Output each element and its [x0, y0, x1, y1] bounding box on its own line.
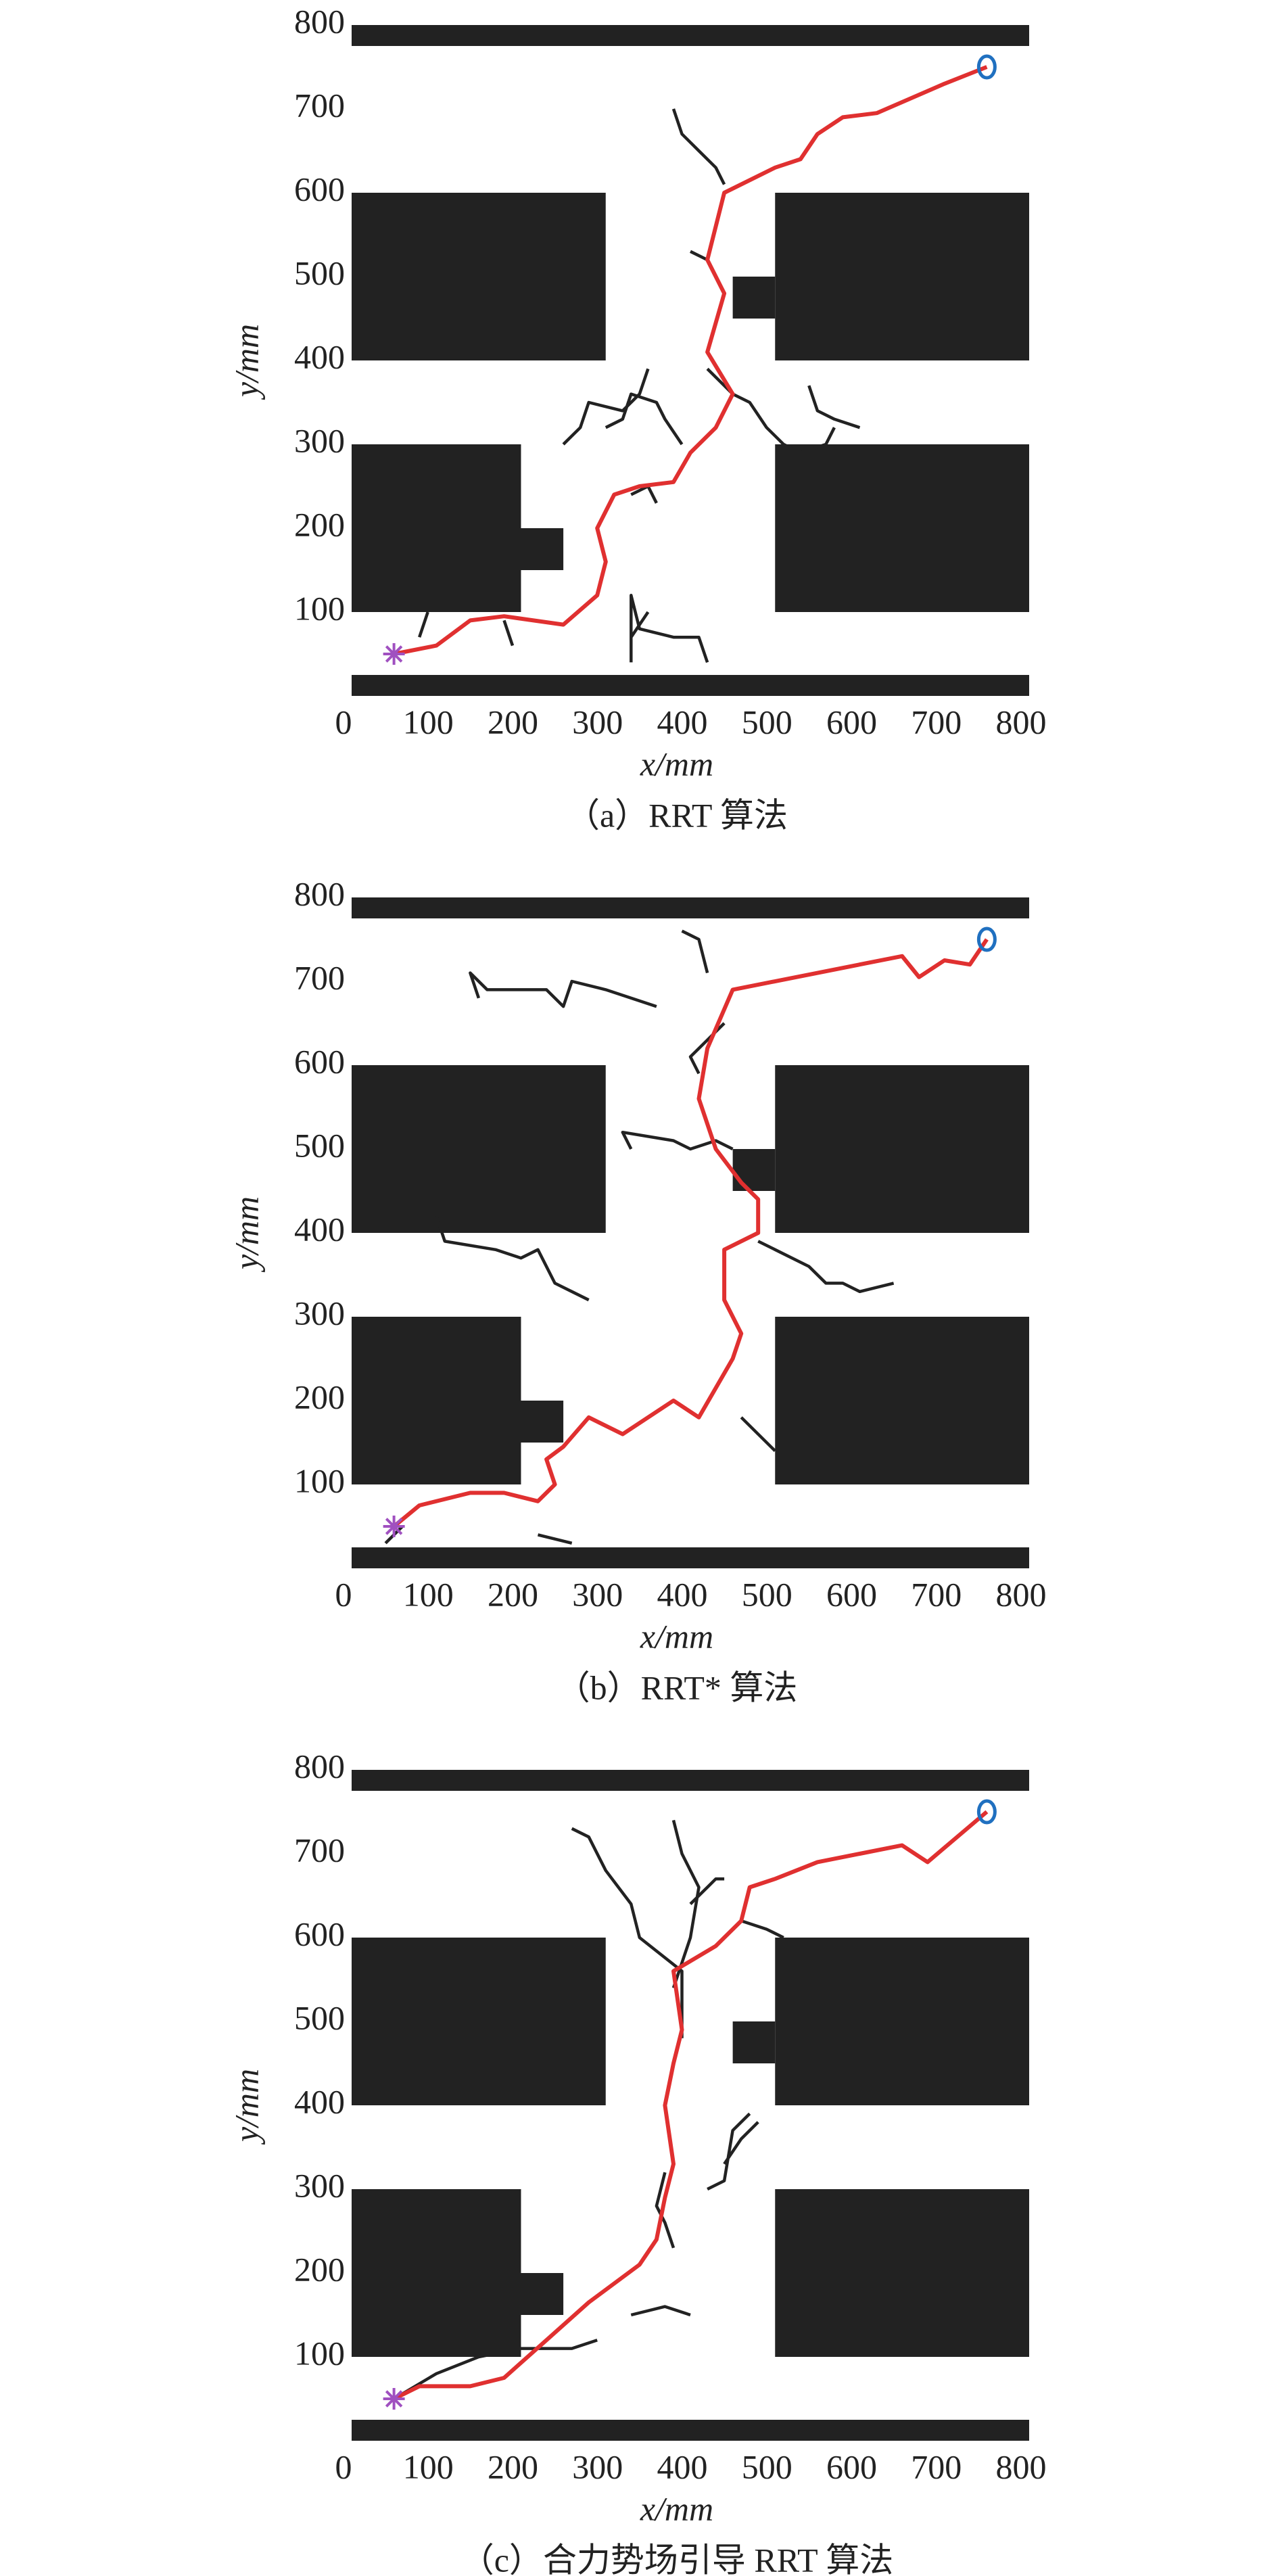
x-tick-label: 100 [403, 703, 454, 741]
x-tick-label: 800 [996, 2448, 1047, 2485]
x-tick-label: 400 [657, 2448, 708, 2485]
y-tick-label: 200 [294, 1378, 345, 1415]
obstacle [732, 2021, 776, 2063]
x-tick-label: 800 [996, 703, 1047, 741]
x-tick-label: 100 [403, 1575, 454, 1613]
obstacle [352, 2420, 1029, 2441]
x-tick-label: 800 [996, 1575, 1047, 1613]
x-tick-label: 600 [826, 703, 877, 741]
goal-marker [976, 54, 997, 80]
obstacle [775, 193, 1029, 360]
planned-path [394, 65, 988, 656]
obstacle [732, 277, 776, 319]
y-tick-label: 800 [294, 874, 345, 912]
x-axis-label: x/mm [640, 1617, 713, 1655]
caption: （c）合力势场引导 RRT 算法 [460, 2541, 894, 2576]
obstacle [775, 2189, 1029, 2357]
planned-path [392, 938, 989, 1528]
y-tick-label: 100 [294, 1461, 345, 1499]
x-tick-label: 700 [911, 1575, 962, 1613]
y-tick-label: 400 [294, 337, 345, 375]
y-tick-label: 100 [294, 589, 345, 627]
y-axis-label: y/mm [227, 324, 265, 400]
obstacle [352, 675, 1029, 696]
start-marker [383, 643, 405, 665]
y-tick-label: 800 [294, 2, 345, 40]
obstacle [521, 1401, 564, 1443]
obstacle [352, 1547, 1029, 1568]
y-tick-label: 600 [294, 1915, 345, 1952]
obstacle [352, 444, 521, 612]
obstacle [521, 2273, 564, 2315]
y-tick-label: 300 [294, 1294, 345, 1332]
obstacle [352, 193, 606, 360]
obstacle [352, 1317, 521, 1484]
goal-marker [976, 927, 997, 952]
x-axis-label: x/mm [640, 745, 713, 782]
x-tick-label: 300 [572, 703, 623, 741]
obstacle [775, 444, 1029, 612]
obstacle [352, 897, 1029, 918]
obstacle [732, 1149, 776, 1191]
x-tick-label: 500 [742, 1575, 792, 1613]
start-marker [383, 2388, 405, 2410]
x-tick-label: 200 [488, 2448, 538, 2485]
obstacle [521, 528, 564, 570]
y-tick-label: 300 [294, 421, 345, 459]
obstacle [352, 25, 1029, 46]
caption: （a）RRT 算法 [566, 796, 788, 834]
y-tick-label: 300 [294, 2166, 345, 2204]
obstacle [775, 1938, 1029, 2105]
x-tick-label: 700 [911, 703, 962, 741]
x-tick-label: 600 [826, 1575, 877, 1613]
y-tick-label: 500 [294, 254, 345, 291]
obstacle [352, 1065, 606, 1233]
y-tick-label: 600 [294, 170, 345, 208]
x-tick-label: 700 [911, 2448, 962, 2485]
x-tick-label: 100 [403, 2448, 454, 2485]
x-tick-label: 300 [572, 2448, 623, 2485]
y-axis-label: y/mm [227, 1196, 265, 1273]
x-tick-label: 500 [742, 703, 792, 741]
x-tick-label: 400 [657, 703, 708, 741]
y-tick-label: 500 [294, 1126, 345, 1164]
obstacle [775, 1317, 1029, 1484]
x-tick-label: 0 [335, 2448, 352, 2485]
obstacle [352, 1938, 606, 2105]
x-tick-label: 0 [335, 703, 352, 741]
x-axis-label: x/mm [640, 2489, 713, 2527]
y-tick-label: 200 [294, 2250, 345, 2288]
goal-marker [976, 1799, 997, 1825]
y-tick-label: 800 [294, 1747, 345, 1785]
obstacle [352, 1770, 1029, 1791]
y-tick-label: 600 [294, 1042, 345, 1080]
x-tick-label: 0 [335, 1575, 352, 1613]
x-tick-label: 200 [488, 703, 538, 741]
y-tick-label: 700 [294, 86, 345, 124]
caption: （b）RRT* 算法 [557, 1668, 798, 1706]
x-tick-label: 300 [572, 1575, 623, 1613]
y-tick-label: 700 [294, 958, 345, 996]
y-tick-label: 100 [294, 2334, 345, 2372]
planned-path [393, 1810, 989, 2401]
y-tick-label: 700 [294, 1831, 345, 1869]
y-axis-label: y/mm [227, 2069, 265, 2145]
obstacle [775, 1065, 1029, 1233]
start-marker [383, 1516, 405, 1537]
y-tick-label: 200 [294, 505, 345, 543]
obstacle [352, 2189, 521, 2357]
y-tick-label: 500 [294, 1998, 345, 2036]
y-tick-label: 400 [294, 2082, 345, 2120]
x-tick-label: 200 [488, 1575, 538, 1613]
y-tick-label: 400 [294, 1210, 345, 1248]
x-tick-label: 500 [742, 2448, 792, 2485]
x-tick-label: 400 [657, 1575, 708, 1613]
x-tick-label: 600 [826, 2448, 877, 2485]
